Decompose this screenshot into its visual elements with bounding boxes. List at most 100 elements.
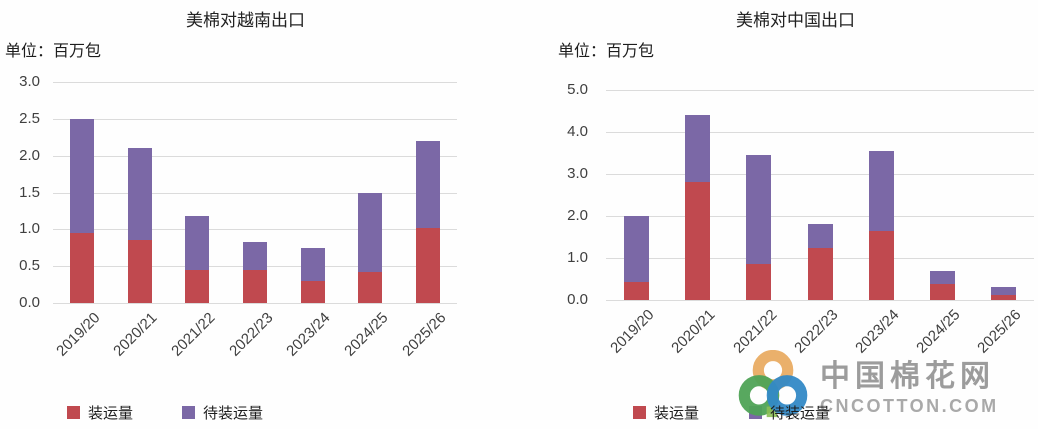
unit-label: 单位：百万包 [558, 43, 655, 60]
watermark-site-domain: CNCOTTON.COM [820, 395, 999, 416]
pending-segment [69, 118, 94, 234]
bar-2024-25 [929, 270, 955, 300]
bar-2025-26 [990, 287, 1016, 300]
shipped-swatch [633, 406, 646, 419]
cncotton-watermark: 中国棉花网 CNCOTTON.COM [738, 350, 999, 424]
shipped-segment [416, 227, 441, 303]
y-axis-tick-label: 1.0 [19, 220, 40, 238]
bar-2020-21 [685, 115, 711, 300]
shipped-segment [868, 230, 894, 300]
y-axis-tick-label: 0.0 [19, 294, 40, 311]
shipped-segment [300, 280, 325, 303]
gridline [53, 229, 457, 231]
legend-label-pending: 待装运量 [203, 405, 264, 422]
pending-segment [416, 140, 441, 228]
shipped-segment [807, 247, 833, 300]
legend-item-pending: 待装运量 [182, 402, 263, 423]
bar-2021-22 [185, 216, 210, 303]
y-axis-tick-label: 1.0 [567, 249, 588, 266]
pending-segment [990, 287, 1016, 295]
gridline [53, 155, 457, 157]
pending-segment [929, 270, 955, 285]
bar-2021-22 [746, 155, 772, 300]
chart-legend: 装运量 待装运量 [633, 402, 830, 423]
cotton-rings-logo-icon [738, 350, 808, 418]
legend-item-shipped: 装运量 [67, 402, 133, 423]
shipped-segment [243, 269, 267, 303]
pending-segment [685, 115, 711, 183]
pending-segment [300, 247, 325, 281]
shipped-segment [685, 182, 711, 300]
bar-2019-20 [69, 118, 94, 303]
y-axis-tick-label: 1.5 [19, 183, 40, 201]
shipped-segment [929, 284, 955, 300]
shipped-segment [69, 233, 94, 303]
shipped-segment [624, 282, 650, 300]
gridline [53, 192, 457, 194]
legend-label-shipped: 装运量 [654, 405, 700, 422]
legend-label-shipped: 装运量 [88, 405, 134, 422]
x-axis-tick-label: 2025/26 [399, 309, 450, 360]
pending-segment [185, 216, 210, 270]
pending-swatch [182, 406, 196, 419]
watermark-site-name: 中国棉花网 [820, 359, 995, 393]
x-axis-tick-label: 2020/21 [668, 306, 720, 357]
shipped-segment [185, 269, 210, 303]
y-axis-tick-label: 5.0 [567, 81, 588, 98]
pending-segment [746, 155, 772, 265]
chart-title: 美棉对越南出口 [186, 11, 305, 30]
y-axis-tick-label: 0.0 [567, 291, 588, 308]
gridline [606, 174, 1034, 175]
x-axis-tick-label: 2022/23 [225, 309, 277, 360]
x-axis-tick-label: 2019/20 [607, 306, 658, 357]
gridline [53, 82, 457, 83]
bar-2024-25 [358, 192, 383, 304]
x-axis-tick-label: 2023/24 [283, 309, 335, 360]
y-axis-tick-label: 2.0 [567, 207, 588, 224]
y-axis-tick-label: 2.5 [19, 109, 40, 127]
x-axis-tick-label: 2024/25 [341, 309, 392, 360]
bar-2025-26 [416, 140, 441, 303]
y-axis-tick-label: 0.5 [19, 257, 40, 275]
plot-area: 5.0 4.0 3.0 2.0 1.0 0.0 2019/20 2020/21 2021/22 2… [567, 81, 1034, 357]
y-axis-tick-label: 3.0 [567, 165, 588, 182]
plot-area: 3.0 2.5 2.0 1.5 1.0 0.5 0.0 2019/20 2020/21 2021/… [19, 73, 457, 360]
x-axis-tick-label: 2021/22 [168, 309, 219, 360]
gridline [53, 118, 457, 120]
shipped-segment [746, 264, 772, 300]
pending-segment [807, 224, 833, 248]
chart-panel-china: 美棉对中国出口 单位：百万包 5.0 4.0 3.0 2.0 1.0 0.0 2019/20… [519, 0, 1038, 429]
pending-segment [358, 192, 383, 273]
chart-title: 美棉对中国出口 [736, 11, 855, 30]
pending-segment [624, 216, 650, 283]
y-axis-tick-label: 3.0 [19, 73, 40, 90]
bar-2020-21 [127, 148, 152, 303]
shipped-segment [990, 294, 1016, 300]
shipped-segment [358, 272, 383, 303]
chart-legend: 装运量 待装运量 [67, 402, 263, 423]
bar-2022-23 [243, 241, 267, 303]
x-axis-tick-label: 2020/21 [110, 309, 161, 360]
gridline [53, 303, 457, 304]
pending-segment [127, 148, 152, 241]
gridline [606, 90, 1034, 91]
y-axis-tick-label: 2.0 [19, 146, 40, 164]
gridline [606, 216, 1034, 217]
watermark-text: 中国棉花网 CNCOTTON.COM [820, 360, 999, 415]
x-axis-tick-label: 2019/20 [52, 309, 104, 360]
legend-label-pending: 待装运量 [770, 405, 831, 422]
legend-item-shipped: 装运量 [633, 402, 699, 423]
pending-segment [868, 150, 894, 231]
bar-2023-24 [300, 247, 325, 303]
bar-2022-23 [807, 224, 833, 300]
y-axis-tick-label: 4.0 [567, 123, 588, 140]
unit-label: 单位：百万包 [5, 43, 102, 60]
pending-segment [243, 241, 267, 270]
chart-panel-vietnam: 美棉对越南出口 单位：百万包 3.0 2.5 2.0 1.5 1.0 0.5 0.0 2019… [5, 11, 457, 423]
bar-2023-24 [868, 150, 894, 300]
shipped-swatch [67, 406, 80, 419]
gridline [606, 300, 1034, 301]
shipped-segment [127, 240, 152, 303]
bar-2019-20 [624, 216, 650, 300]
